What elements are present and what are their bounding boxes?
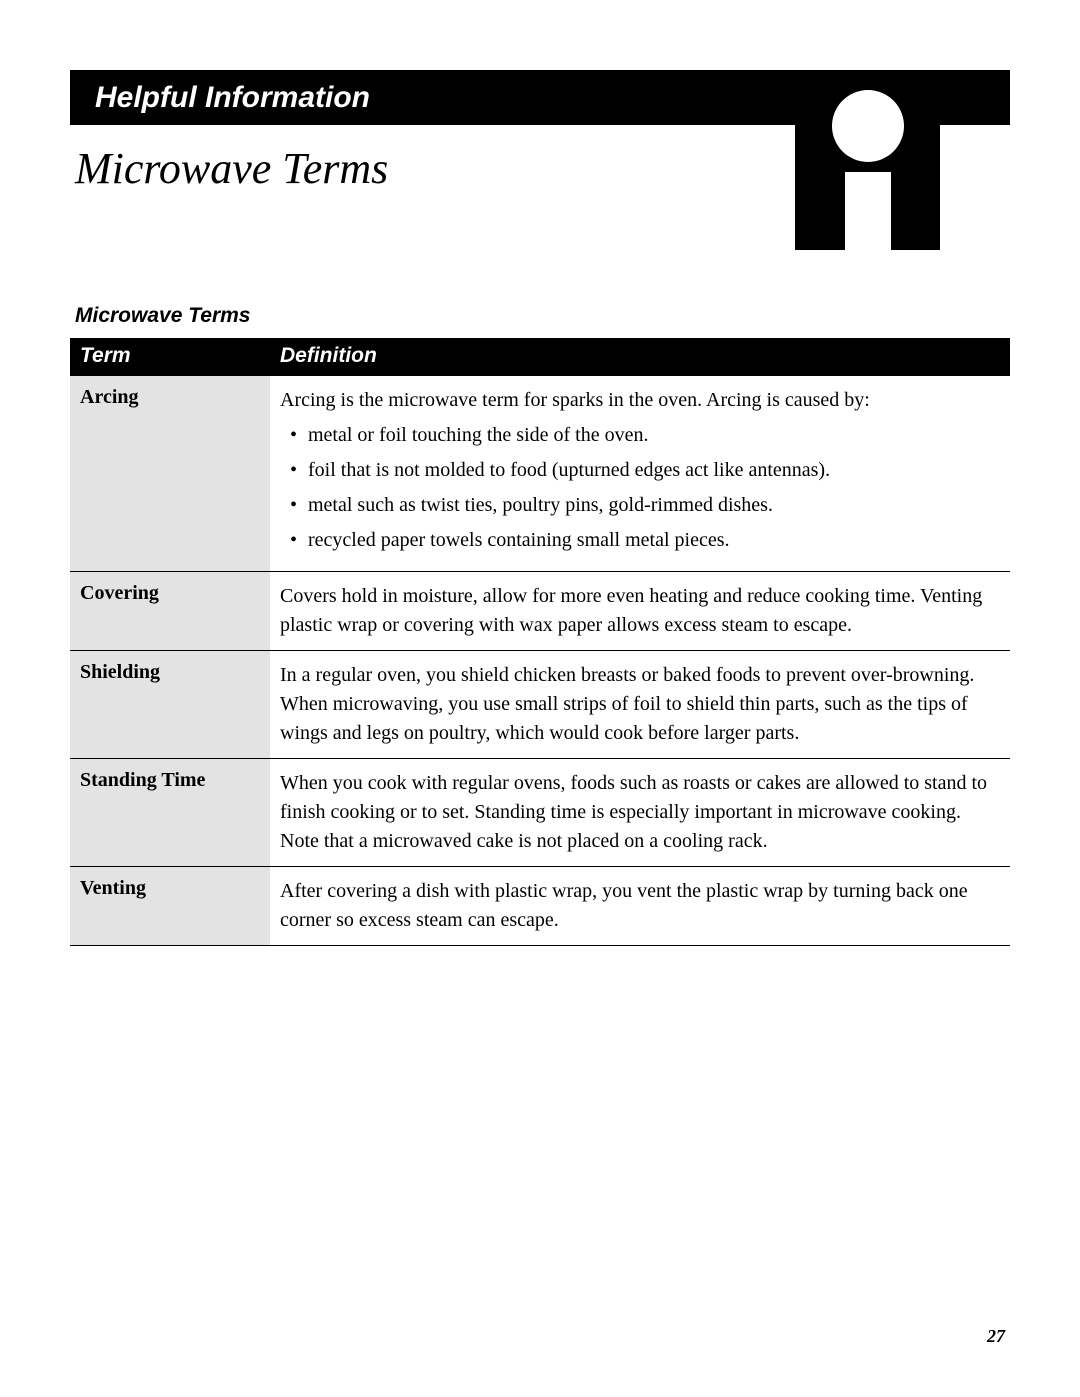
definition-cell: Arcing is the microwave term for sparks … [270, 376, 1010, 572]
info-icon [795, 70, 940, 250]
col-term: Term [70, 338, 270, 376]
bullet-item: recycled paper towels containing small m… [308, 526, 998, 555]
term-cell: Shielding [70, 651, 270, 759]
section-title: Microwave Terms [75, 304, 1010, 328]
col-definition: Definition [270, 338, 1010, 376]
definition-cell: In a regular oven, you shield chicken br… [270, 651, 1010, 759]
bullet-item: metal such as twist ties, poultry pins, … [308, 491, 998, 520]
term-cell: Arcing [70, 376, 270, 572]
page-number: 27 [987, 1326, 1005, 1347]
table-header-row: Term Definition [70, 338, 1010, 376]
info-icon-dot [832, 90, 904, 162]
page-content: Helpful Information Microwave Terms Micr… [70, 70, 1010, 946]
table-row: Covering Covers hold in moisture, allow … [70, 572, 1010, 651]
table-row: Standing Time When you cook with regular… [70, 759, 1010, 867]
term-cell: Standing Time [70, 759, 270, 867]
info-icon-stem [845, 172, 891, 250]
term-cell: Covering [70, 572, 270, 651]
header-bar: Helpful Information [70, 70, 1010, 125]
definition-cell: Covers hold in moisture, allow for more … [270, 572, 1010, 651]
header-title: Helpful Information [95, 81, 370, 115]
definition-bullets: metal or foil touching the side of the o… [280, 421, 998, 555]
table-row: Venting After covering a dish with plast… [70, 867, 1010, 946]
terms-table: Term Definition Arcing Arcing is the mic… [70, 338, 1010, 946]
table-row: Arcing Arcing is the microwave term for … [70, 376, 1010, 572]
term-cell: Venting [70, 867, 270, 946]
definition-cell: After covering a dish with plastic wrap,… [270, 867, 1010, 946]
table-row: Shielding In a regular oven, you shield … [70, 651, 1010, 759]
definition-cell: When you cook with regular ovens, foods … [270, 759, 1010, 867]
bullet-item: metal or foil touching the side of the o… [308, 421, 998, 450]
bullet-item: foil that is not molded to food (upturne… [308, 456, 998, 485]
definition-intro: Arcing is the microwave term for sparks … [280, 386, 998, 415]
